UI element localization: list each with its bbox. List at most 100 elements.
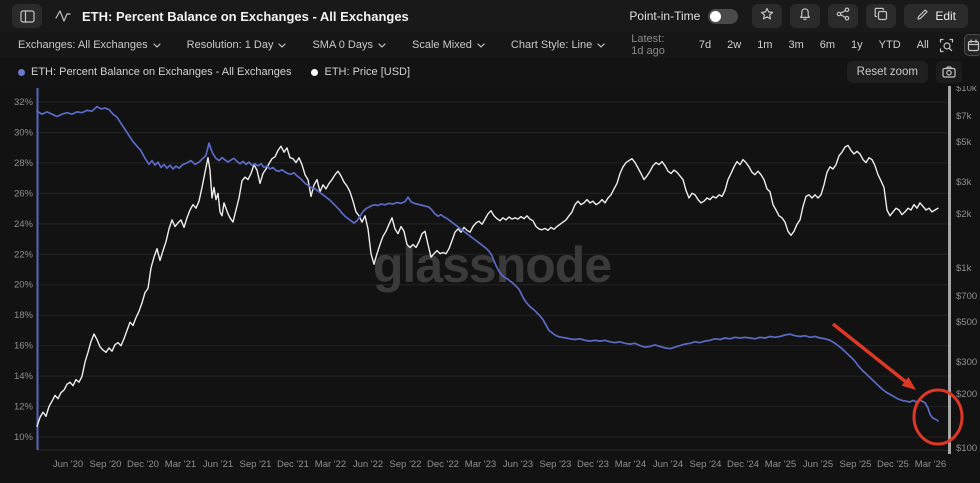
range-button-1y[interactable]: 1y <box>851 39 863 51</box>
chart-style-dropdown-label: Chart Style: Line <box>510 39 593 51</box>
svg-text:Jun '20: Jun '20 <box>53 459 83 470</box>
chart-toolbar: Exchanges: All Exchanges Resolution: 1 D… <box>0 32 980 58</box>
legend-dot-white <box>311 68 319 76</box>
reset-zoom-button[interactable]: Reset zoom <box>846 61 928 83</box>
svg-text:Sep '22: Sep '22 <box>390 459 422 470</box>
range-button-1m[interactable]: 1m <box>757 39 773 51</box>
share-button[interactable] <box>828 4 859 28</box>
sidebar-icon <box>16 5 38 27</box>
svg-text:16%: 16% <box>14 341 34 352</box>
svg-text:Jun '23: Jun '23 <box>503 459 533 470</box>
resolution-dropdown[interactable]: Resolution: 1 Day <box>187 39 287 51</box>
header-bar: ETH: Percent Balance on Exchanges - All … <box>0 0 980 32</box>
scale-dropdown[interactable]: Scale Mixed <box>412 39 485 51</box>
chart-area[interactable]: glassnode 32% 30% 28% 26% 24% 22% 20% 18% 16% 14% 1… <box>0 83 980 481</box>
svg-text:$1k: $1k <box>956 263 972 274</box>
sidebar-toggle-button[interactable] <box>12 4 42 28</box>
range-button-ytd[interactable]: YTD <box>878 39 901 51</box>
favorite-button[interactable] <box>752 4 783 28</box>
point-in-time-toggle[interactable] <box>708 8 739 24</box>
svg-text:$100: $100 <box>956 443 977 454</box>
exchanges-dropdown-label: Exchanges: All Exchanges <box>18 39 148 51</box>
range-button-3m[interactable]: 3m <box>788 39 804 51</box>
legend-item-percent-balance[interactable]: ETH: Percent Balance on Exchanges - All … <box>18 66 291 78</box>
chevron-down-icon <box>477 42 485 48</box>
svg-text:$500: $500 <box>956 317 977 328</box>
chevron-down-icon <box>597 42 605 48</box>
legend-dot-blue <box>18 68 25 76</box>
chart-legend: ETH: Percent Balance on Exchanges - All … <box>0 58 980 86</box>
svg-text:Sep '24: Sep '24 <box>690 459 722 470</box>
zoom-area-icon <box>939 38 953 52</box>
share-icon <box>836 6 850 26</box>
svg-text:Jun '25: Jun '25 <box>803 459 833 470</box>
range-button-6m[interactable]: 6m <box>819 39 836 51</box>
svg-text:Dec '20: Dec '20 <box>127 459 159 470</box>
watermark: glassnode <box>373 237 611 293</box>
legend-item-price[interactable]: ETH: Price [USD] <box>311 66 410 78</box>
svg-text:Jun '22: Jun '22 <box>353 459 383 470</box>
svg-text:Jun '21: Jun '21 <box>203 459 233 470</box>
sma-dropdown-label: SMA 0 Days <box>312 39 373 51</box>
svg-text:$700: $700 <box>956 291 977 302</box>
svg-text:Dec '24: Dec '24 <box>727 459 759 470</box>
svg-text:12%: 12% <box>14 402 34 413</box>
metric-activity-icon <box>52 5 74 27</box>
svg-text:10%: 10% <box>14 432 34 443</box>
svg-text:Mar '23: Mar '23 <box>465 459 496 470</box>
toggle-knob <box>710 10 722 22</box>
bell-icon <box>798 7 812 26</box>
svg-text:Mar '26: Mar '26 <box>915 459 946 470</box>
range-button-all[interactable]: All <box>916 39 929 51</box>
svg-text:$300: $300 <box>956 357 977 368</box>
screenshot-button[interactable] <box>936 61 962 83</box>
camera-icon <box>942 66 956 78</box>
chart-canvas[interactable]: glassnode 32% 30% 28% 26% 24% 22% 20% 18% 16% 14% 1… <box>0 83 980 481</box>
date-picker-button[interactable] <box>963 34 980 56</box>
svg-text:Mar '21: Mar '21 <box>165 459 196 470</box>
svg-text:Dec '25: Dec '25 <box>877 459 909 470</box>
copy-icon <box>874 7 888 26</box>
svg-text:14%: 14% <box>14 371 34 382</box>
alerts-button[interactable] <box>790 4 821 28</box>
svg-text:$2k: $2k <box>956 209 972 220</box>
svg-text:26%: 26% <box>14 188 34 199</box>
edit-button-label: Edit <box>935 9 956 23</box>
svg-text:Sep '20: Sep '20 <box>90 459 122 470</box>
svg-text:24%: 24% <box>14 219 34 230</box>
zoom-select-button[interactable] <box>939 35 954 55</box>
legend-label-percent-balance: ETH: Percent Balance on Exchanges - All … <box>31 66 292 78</box>
chart-style-dropdown[interactable]: Chart Style: Line <box>511 39 605 51</box>
svg-text:Mar '25: Mar '25 <box>765 459 796 470</box>
svg-text:$10k: $10k <box>956 86 977 94</box>
point-in-time-label: Point-in-Time <box>629 9 701 23</box>
svg-text:$200: $200 <box>956 389 977 400</box>
svg-text:32%: 32% <box>14 97 34 108</box>
svg-text:28%: 28% <box>14 158 34 169</box>
chevron-down-icon <box>278 42 287 48</box>
legend-label-price: ETH: Price [USD] <box>324 66 411 78</box>
svg-text:Mar '24: Mar '24 <box>615 459 646 470</box>
star-icon <box>760 7 774 26</box>
svg-text:Dec '21: Dec '21 <box>277 459 309 470</box>
chevron-down-icon <box>153 42 161 48</box>
range-button-7d[interactable]: 7d <box>698 39 712 51</box>
svg-text:Jun '24: Jun '24 <box>653 459 683 470</box>
sma-dropdown[interactable]: SMA 0 Days <box>312 39 386 51</box>
svg-text:Dec '22: Dec '22 <box>427 459 459 470</box>
exchanges-dropdown[interactable]: Exchanges: All Exchanges <box>18 39 161 51</box>
page-title: ETH: Percent Balance on Exchanges - All … <box>82 8 409 24</box>
scale-dropdown-label: Scale Mixed <box>412 39 472 51</box>
chevron-down-icon <box>378 42 386 48</box>
duplicate-button[interactable] <box>866 4 897 28</box>
edit-button[interactable]: Edit <box>904 4 968 28</box>
svg-text:30%: 30% <box>14 127 34 138</box>
resolution-dropdown-label: Resolution: 1 Day <box>186 39 274 51</box>
svg-text:22%: 22% <box>14 249 34 260</box>
svg-text:$5k: $5k <box>956 137 972 148</box>
pencil-icon <box>916 8 929 24</box>
svg-text:Mar '22: Mar '22 <box>315 459 346 470</box>
range-button-2w[interactable]: 2w <box>727 39 742 51</box>
svg-text:20%: 20% <box>14 280 34 291</box>
svg-text:Dec '23: Dec '23 <box>577 459 609 470</box>
